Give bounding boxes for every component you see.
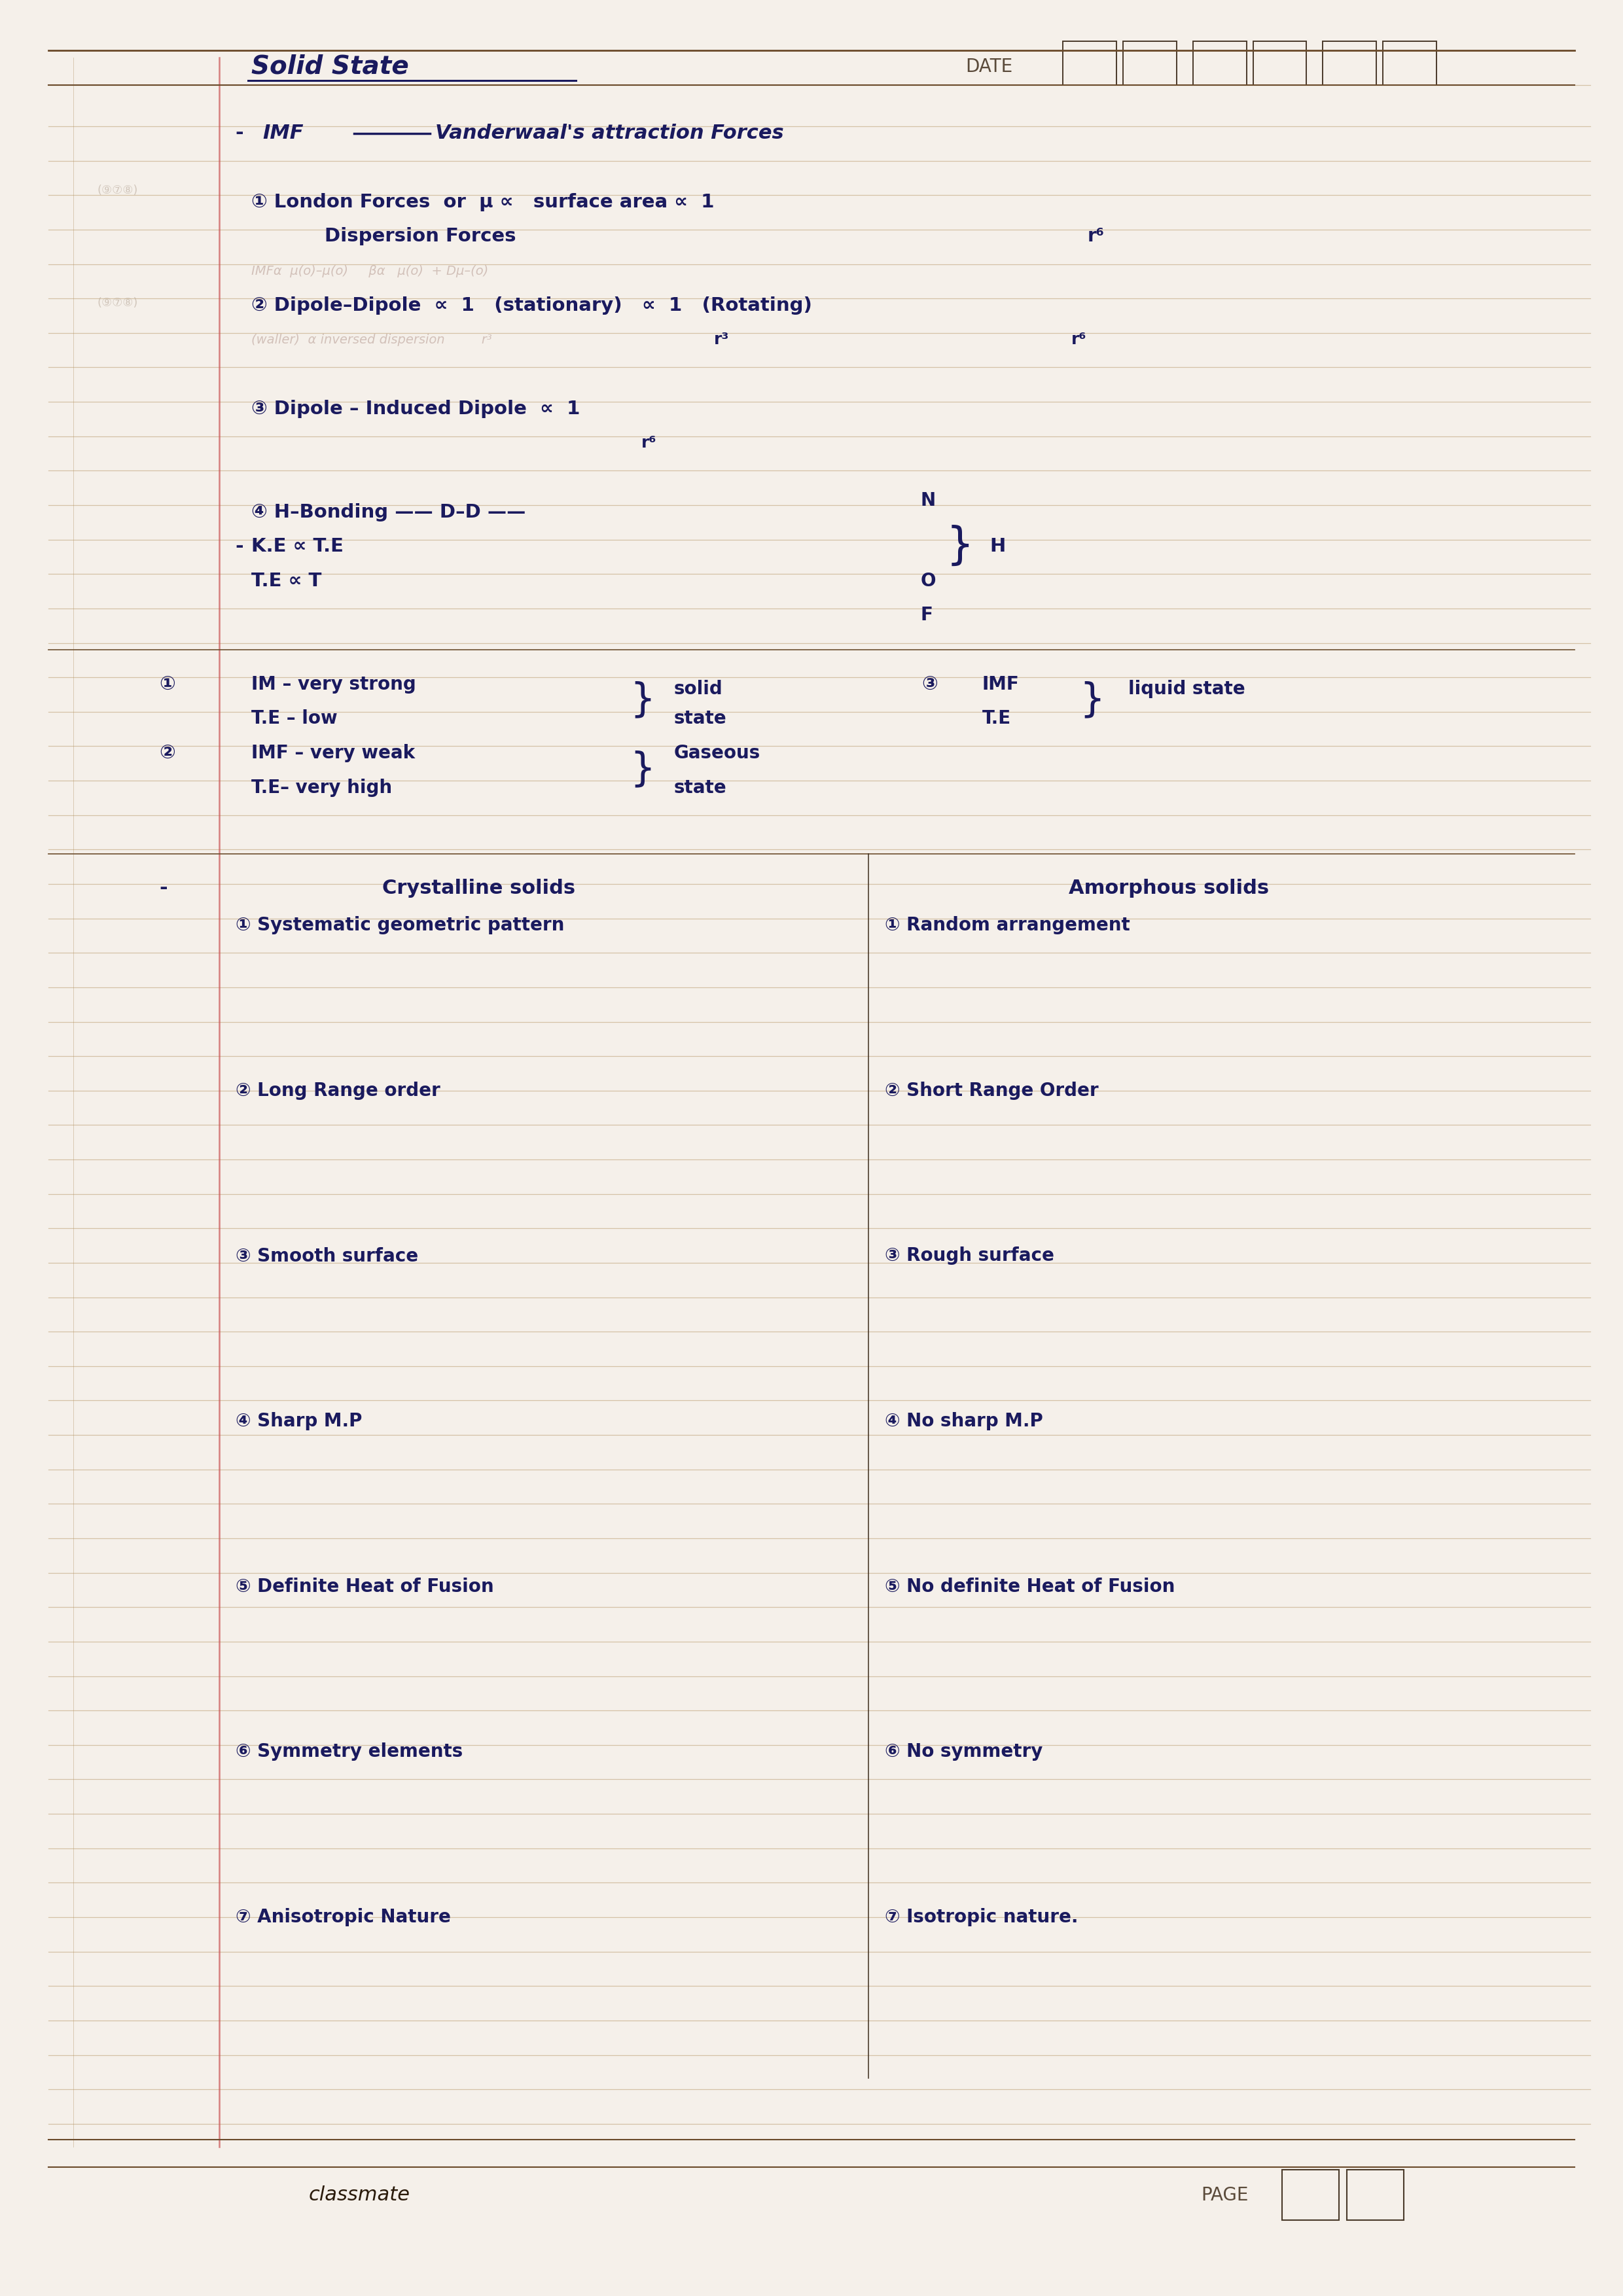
Text: -: - xyxy=(159,879,167,898)
Text: Amorphous solids: Amorphous solids xyxy=(1068,879,1269,898)
Text: ⑤ Definite Heat of Fusion: ⑤ Definite Heat of Fusion xyxy=(235,1577,493,1596)
Text: -: - xyxy=(235,124,243,142)
Text: ③ Dipole – Induced Dipole  ∝  1: ③ Dipole – Induced Dipole ∝ 1 xyxy=(252,400,581,418)
Text: PAGE: PAGE xyxy=(1201,2186,1248,2204)
Bar xyxy=(1253,41,1307,85)
Text: ⑥ No symmetry: ⑥ No symmetry xyxy=(885,1743,1042,1761)
Text: IMF: IMF xyxy=(982,675,1019,693)
Text: T.E ∝ T: T.E ∝ T xyxy=(252,572,321,590)
Bar xyxy=(1347,2170,1404,2220)
Text: Solid State: Solid State xyxy=(252,55,409,78)
Text: r⁶: r⁶ xyxy=(1071,333,1086,347)
Text: ⑦ Isotropic nature.: ⑦ Isotropic nature. xyxy=(885,1908,1078,1926)
Text: IM – very strong: IM – very strong xyxy=(252,675,417,693)
Bar xyxy=(1383,41,1436,85)
Bar xyxy=(1193,41,1246,85)
Text: ② Short Range Order: ② Short Range Order xyxy=(885,1081,1099,1100)
Text: }: } xyxy=(630,751,656,788)
Text: Gaseous: Gaseous xyxy=(674,744,760,762)
Text: ② Dipole–Dipole  ∝  1   (stationary)   ∝  1   (Rotating): ② Dipole–Dipole ∝ 1 (stationary) ∝ 1 (Ro… xyxy=(252,296,813,315)
Text: T.E– very high: T.E– very high xyxy=(252,778,393,797)
Text: state: state xyxy=(674,778,727,797)
Text: ③: ③ xyxy=(922,675,938,693)
Text: IMFα  μ(o)–μ(o)     βα   μ(o)  + Dμ–(o): IMFα μ(o)–μ(o) βα μ(o) + Dμ–(o) xyxy=(252,264,489,278)
Text: ③ Smooth surface: ③ Smooth surface xyxy=(235,1247,419,1265)
Text: ④ H–Bonding —— D–D ——: ④ H–Bonding —— D–D —— xyxy=(252,503,526,521)
Text: F: F xyxy=(920,606,933,625)
Text: N: N xyxy=(920,491,935,510)
Text: ① London Forces  or  μ ∝   surface area ∝  1: ① London Forces or μ ∝ surface area ∝ 1 xyxy=(252,193,714,211)
Text: classmate: classmate xyxy=(308,2186,409,2204)
Text: state: state xyxy=(674,709,727,728)
Bar xyxy=(1282,2170,1339,2220)
Text: }: } xyxy=(630,682,656,719)
Text: Vanderwaal's attraction Forces: Vanderwaal's attraction Forces xyxy=(435,124,784,142)
Text: ⑦ Anisotropic Nature: ⑦ Anisotropic Nature xyxy=(235,1908,451,1926)
Text: r⁶: r⁶ xyxy=(1087,227,1104,246)
Text: ⑤ No definite Heat of Fusion: ⑤ No definite Heat of Fusion xyxy=(885,1577,1175,1596)
Text: ②: ② xyxy=(159,744,175,762)
Text: IMF: IMF xyxy=(263,124,304,142)
Text: O: O xyxy=(920,572,935,590)
Text: K.E ∝ T.E: K.E ∝ T.E xyxy=(252,537,344,556)
Text: (waller)  α inversed dispersion         r³: (waller) α inversed dispersion r³ xyxy=(252,333,492,347)
Text: Crystalline solids: Crystalline solids xyxy=(381,879,576,898)
Text: liquid state: liquid state xyxy=(1128,680,1245,698)
Text: DATE: DATE xyxy=(966,57,1013,76)
Text: ① Systematic geometric pattern: ① Systematic geometric pattern xyxy=(235,916,565,934)
Text: ①: ① xyxy=(159,675,175,693)
Text: }: } xyxy=(1079,682,1105,719)
Bar xyxy=(1323,41,1376,85)
Text: -: - xyxy=(235,537,243,556)
Text: r⁶: r⁶ xyxy=(641,436,656,450)
Text: ① Random arrangement: ① Random arrangement xyxy=(885,916,1130,934)
Bar xyxy=(1063,41,1117,85)
Text: T.E: T.E xyxy=(982,709,1011,728)
Text: Dispersion Forces: Dispersion Forces xyxy=(325,227,516,246)
Text: ⑥ Symmetry elements: ⑥ Symmetry elements xyxy=(235,1743,463,1761)
Text: r³: r³ xyxy=(714,333,729,347)
Text: ④ Sharp M.P: ④ Sharp M.P xyxy=(235,1412,362,1430)
Bar xyxy=(1123,41,1177,85)
Text: (⑨⑦⑧): (⑨⑦⑧) xyxy=(97,296,138,310)
Text: ③ Rough surface: ③ Rough surface xyxy=(885,1247,1053,1265)
Text: (⑨⑦⑧): (⑨⑦⑧) xyxy=(97,184,138,197)
Text: }: } xyxy=(946,526,974,567)
Text: IMF – very weak: IMF – very weak xyxy=(252,744,415,762)
Text: H: H xyxy=(990,537,1006,556)
Text: solid: solid xyxy=(674,680,722,698)
Text: ④ No sharp M.P: ④ No sharp M.P xyxy=(885,1412,1042,1430)
Text: ② Long Range order: ② Long Range order xyxy=(235,1081,440,1100)
Text: T.E – low: T.E – low xyxy=(252,709,338,728)
